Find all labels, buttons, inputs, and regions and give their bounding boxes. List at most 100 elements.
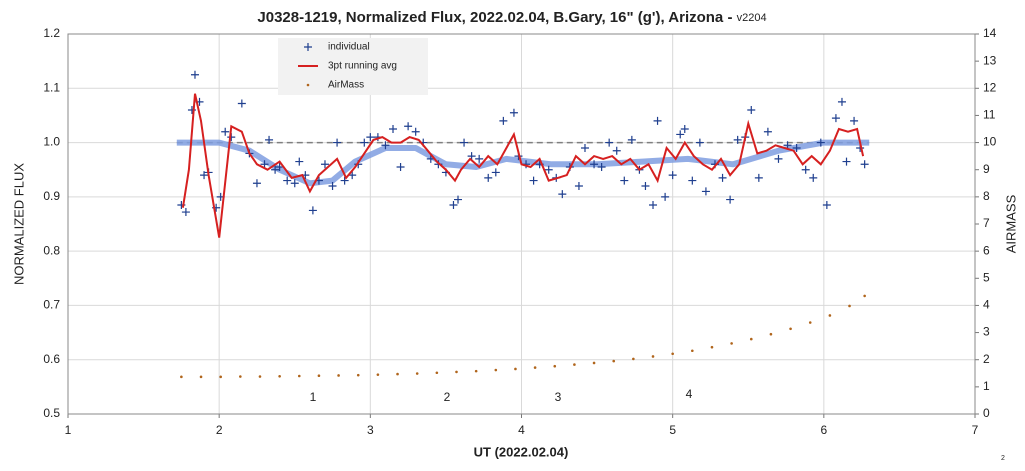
running-avg-line (181, 93, 865, 238)
point (475, 154, 484, 163)
point (389, 125, 398, 133)
airmass-point (297, 374, 301, 378)
y2-tick-label: 7 (983, 216, 990, 230)
airmass-point (239, 375, 242, 378)
point (612, 146, 621, 155)
y-tick-label: 1.1 (43, 80, 60, 94)
airmass-point (199, 375, 203, 379)
point (467, 152, 476, 161)
airmass-point (278, 374, 281, 378)
point (792, 144, 801, 152)
airmass-point (514, 367, 517, 371)
airmass-point (553, 364, 557, 368)
point (290, 179, 299, 188)
y2-tick-label: 6 (983, 243, 990, 257)
airmass-point (474, 369, 478, 373)
airmass-point (455, 370, 458, 374)
point (842, 157, 851, 166)
airmass-point (415, 372, 419, 375)
point (491, 168, 500, 177)
point (333, 138, 342, 147)
point (499, 116, 508, 125)
airmass-point (730, 342, 733, 345)
y2-tick-label: 8 (983, 189, 990, 203)
point (774, 154, 783, 163)
airmass-point (691, 349, 694, 353)
y-tick-label: 1.2 (43, 26, 60, 40)
y2-tick-label: 11 (983, 108, 996, 122)
y2-tick-label: 0 (983, 406, 990, 420)
point (360, 138, 369, 147)
y-tick-label: 0.8 (43, 243, 60, 257)
point (661, 192, 670, 201)
y2-tick-label: 13 (983, 53, 997, 67)
airmass-point (337, 374, 340, 377)
airmass-point (356, 373, 360, 377)
airmass-point (632, 357, 635, 361)
y2-tick-label: 5 (983, 270, 990, 284)
point (816, 138, 825, 147)
airmass-point (848, 304, 851, 308)
point (809, 173, 818, 182)
chart-title: J0328-1219, Normalized Flux, 2022.02.04,… (257, 9, 766, 26)
point (252, 179, 261, 188)
point (529, 176, 538, 185)
point (340, 176, 349, 185)
legend-label: AirMass (328, 80, 364, 91)
point (641, 182, 650, 190)
point (718, 173, 727, 182)
airmass-point (863, 294, 866, 298)
point (649, 201, 658, 209)
point (404, 122, 413, 131)
title-main: J0328-1219, Normalized Flux, 2022.02.04,… (257, 9, 732, 26)
x-tick-label: 1 (65, 423, 72, 437)
point (688, 176, 697, 185)
airmass-point (494, 368, 498, 372)
y-tick-label: 0.5 (43, 406, 60, 420)
point (366, 133, 375, 142)
point (747, 106, 756, 114)
x-tick-label: 4 (518, 423, 525, 437)
point (597, 163, 606, 171)
airmass-point (828, 314, 832, 317)
airmass-point (376, 373, 380, 376)
x-tick-label: 6 (820, 423, 827, 437)
airmass-point (258, 375, 262, 378)
point (449, 201, 458, 209)
page-number: 2 (1001, 455, 1005, 462)
point (271, 165, 280, 174)
airmass-point (396, 372, 399, 376)
airmass-point (710, 345, 714, 349)
annotation: 1 (310, 390, 317, 404)
airmass-point (651, 355, 655, 358)
y-tick-label: 1.0 (43, 135, 60, 149)
airmass-point (180, 375, 183, 379)
point (308, 206, 317, 215)
airmass-point (749, 337, 753, 341)
x-tick-label: 2 (216, 423, 223, 437)
point (605, 138, 614, 147)
point (695, 138, 704, 147)
point (181, 208, 190, 217)
y2-tick-label: 12 (983, 80, 997, 94)
airmass-point (219, 375, 222, 379)
point (763, 127, 772, 136)
y-axis-label: NORMALIZED FLUX (11, 163, 26, 285)
airmass-point (612, 359, 616, 363)
airmass-point (789, 327, 792, 331)
point (754, 173, 763, 182)
point (701, 187, 710, 196)
annotation: 2 (444, 390, 451, 404)
point (260, 160, 269, 169)
point (668, 171, 677, 180)
point (620, 176, 629, 185)
legend-symbol (306, 83, 310, 87)
x-axis-label: UT (2022.02.04) (474, 444, 569, 459)
x-tick-label: 5 (669, 423, 676, 437)
point (676, 130, 685, 139)
x-tick-label: 7 (972, 423, 979, 437)
y-tick-label: 0.9 (43, 189, 60, 203)
y2-tick-label: 14 (983, 26, 997, 40)
airmass-point (808, 321, 812, 324)
model-line (176, 139, 870, 187)
